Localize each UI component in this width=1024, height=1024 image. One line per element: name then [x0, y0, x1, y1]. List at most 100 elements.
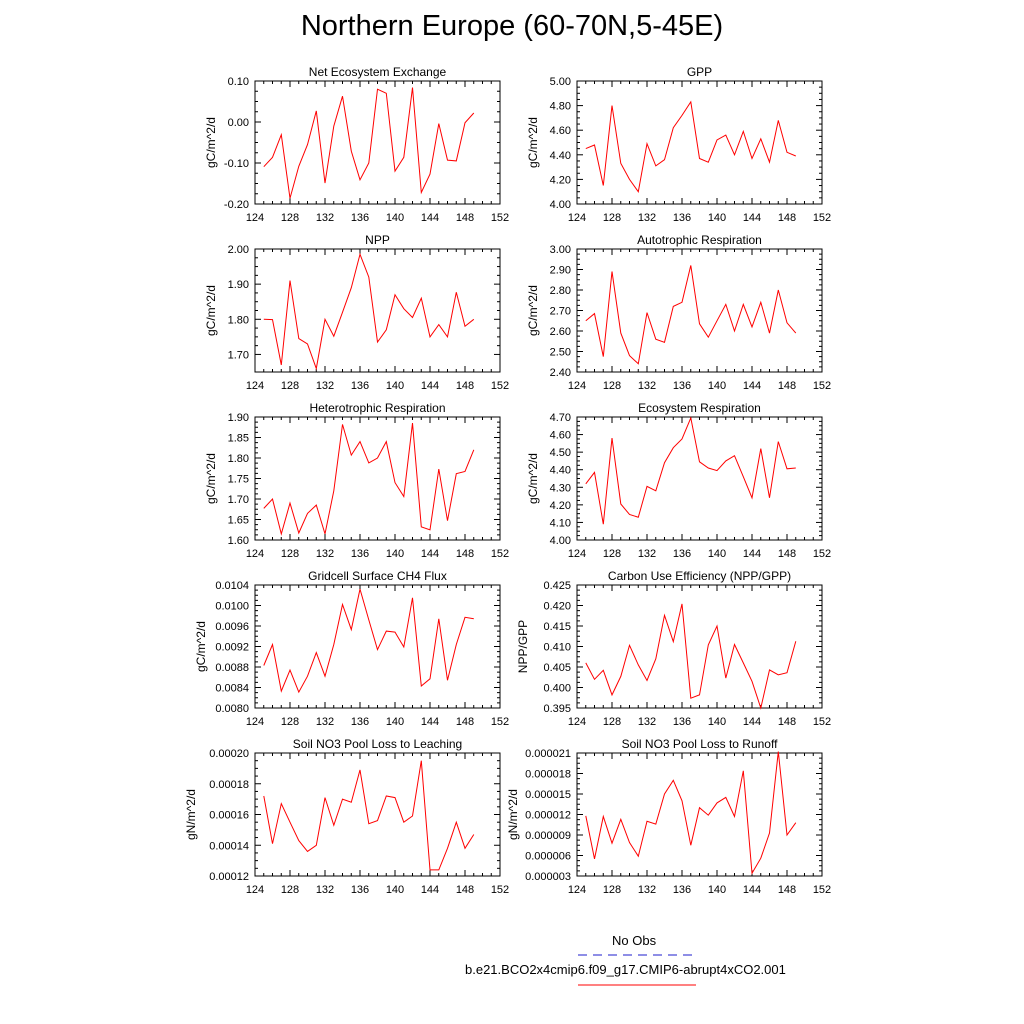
y-tick-label: 0.00020	[209, 748, 249, 760]
x-tick-label: 148	[778, 716, 796, 728]
x-tick-label: 132	[316, 548, 334, 560]
x-tick-label: 128	[281, 548, 299, 560]
chart-panel-0: Net Ecosystem Exchange 124 128 132 136 140 144…	[204, 65, 509, 224]
series-line	[585, 603, 797, 710]
chart-title: Soil NO3 Pool Loss to Leaching	[293, 737, 462, 751]
chart-title: Autotrophic Respiration	[637, 233, 762, 247]
x-tick-label: 136	[673, 884, 691, 896]
x-tick-label: 124	[568, 212, 586, 224]
x-tick-label: 132	[316, 716, 334, 728]
y-tick-label: 1.70	[228, 349, 249, 361]
chart-panel-8: Soil NO3 Pool Loss to Leaching 124 128 132 1…	[184, 737, 509, 896]
y-tick-label: 2.80	[550, 285, 571, 297]
y-tick-label: 0.405	[543, 662, 571, 674]
x-tick-label: 144	[421, 212, 439, 224]
y-tick-label: 1.60	[228, 535, 249, 547]
x-tick-label: 124	[246, 548, 264, 560]
x-tick-label: 148	[456, 548, 474, 560]
y-tick-label: 4.00	[550, 199, 571, 211]
y-axis-label: gN/m^2/d	[506, 789, 520, 840]
x-tick-label: 152	[491, 548, 509, 560]
x-tick-label: 140	[708, 548, 726, 560]
x-tick-label: 144	[743, 380, 761, 392]
x-tick-label: 144	[421, 380, 439, 392]
x-tick-label: 128	[603, 548, 621, 560]
y-tick-label: 0.000021	[525, 748, 571, 760]
x-tick-label: 140	[386, 380, 404, 392]
chart-title: Heterotrophic Respiration	[309, 401, 445, 415]
y-tick-label: 0.00018	[209, 779, 249, 791]
x-tick-label: 144	[743, 884, 761, 896]
x-tick-label: 136	[673, 716, 691, 728]
x-tick-label: 124	[246, 380, 264, 392]
chart-title: Soil NO3 Pool Loss to Runoff	[622, 737, 779, 751]
y-tick-label: 0.0096	[215, 621, 249, 633]
x-tick-label: 132	[316, 212, 334, 224]
x-tick-label: 152	[813, 212, 831, 224]
y-axis-label: gC/m^2/d	[526, 117, 540, 168]
x-tick-label: 144	[421, 716, 439, 728]
x-tick-label: 124	[568, 548, 586, 560]
y-tick-label: 1.75	[228, 474, 249, 486]
x-tick-label: 144	[743, 212, 761, 224]
x-tick-label: 140	[708, 716, 726, 728]
x-tick-label: 132	[316, 380, 334, 392]
y-axis-label: gC/m^2/d	[526, 453, 540, 504]
series-line	[585, 751, 797, 875]
chart-title: GPP	[687, 65, 712, 79]
y-tick-label: 0.000003	[525, 871, 571, 883]
x-tick-label: 128	[281, 716, 299, 728]
x-tick-label: 152	[813, 548, 831, 560]
y-tick-label: 1.65	[228, 515, 249, 527]
chart-panel-6: Gridcell Surface CH4 Flux 124 128 132 136 140…	[194, 569, 509, 728]
y-tick-label: 0.0080	[215, 703, 249, 715]
series-line	[263, 423, 475, 536]
y-tick-label: 2.40	[550, 367, 571, 379]
x-tick-label: 148	[456, 380, 474, 392]
y-axis-label: gC/m^2/d	[204, 117, 218, 168]
x-tick-label: 148	[778, 380, 796, 392]
x-tick-label: 148	[778, 548, 796, 560]
y-tick-label: 2.90	[550, 265, 571, 277]
legend-label-model: b.e21.BCO2x4cmip6.f09_g17.CMIP6-abrupt4x…	[465, 962, 786, 977]
y-tick-label: 4.20	[550, 500, 571, 512]
chart-title: Net Ecosystem Exchange	[309, 65, 447, 79]
y-tick-label: 4.70	[550, 412, 571, 424]
x-tick-label: 148	[456, 212, 474, 224]
y-tick-label: 0.410	[543, 642, 571, 654]
y-tick-label: 3.00	[550, 244, 571, 256]
y-tick-label: 0.420	[543, 601, 571, 613]
chart-panel-1: GPP 124 128 132 136 140 144 148 152 5.00 4.80 4.60 4…	[526, 65, 831, 224]
y-tick-label: 0.000015	[525, 789, 571, 801]
y-axis-label: gC/m^2/d	[194, 621, 208, 672]
y-axis-label: gC/m^2/d	[204, 285, 218, 336]
y-tick-label: 1.90	[228, 279, 249, 291]
y-tick-label: 1.80	[228, 314, 249, 326]
x-tick-label: 132	[638, 716, 656, 728]
x-tick-label: 124	[246, 212, 264, 224]
x-tick-label: 132	[638, 884, 656, 896]
y-axis-label: gC/m^2/d	[526, 285, 540, 336]
y-tick-label: 4.80	[550, 101, 571, 113]
x-tick-label: 132	[638, 548, 656, 560]
y-tick-label: 0.000009	[525, 830, 571, 842]
y-tick-label: 0.000018	[525, 769, 571, 781]
y-tick-label: 0.00014	[209, 840, 249, 852]
x-tick-label: 136	[351, 548, 369, 560]
chart-title: Carbon Use Efficiency (NPP/GPP)	[608, 569, 791, 583]
x-tick-label: 140	[708, 884, 726, 896]
series-line	[585, 100, 796, 193]
x-tick-label: 132	[638, 212, 656, 224]
x-tick-label: 128	[603, 716, 621, 728]
x-tick-label: 152	[491, 380, 509, 392]
x-tick-label: 136	[673, 548, 691, 560]
x-tick-label: 128	[281, 884, 299, 896]
chart-panel-9: Soil NO3 Pool Loss to Runoff 124 128 132 136…	[506, 737, 831, 896]
x-tick-label: 132	[316, 884, 334, 896]
series-line	[263, 252, 475, 371]
x-tick-label: 144	[743, 716, 761, 728]
y-tick-label: 5.00	[550, 76, 571, 88]
y-tick-label: 4.40	[550, 150, 571, 162]
x-tick-label: 140	[386, 548, 404, 560]
series-line	[585, 265, 797, 365]
